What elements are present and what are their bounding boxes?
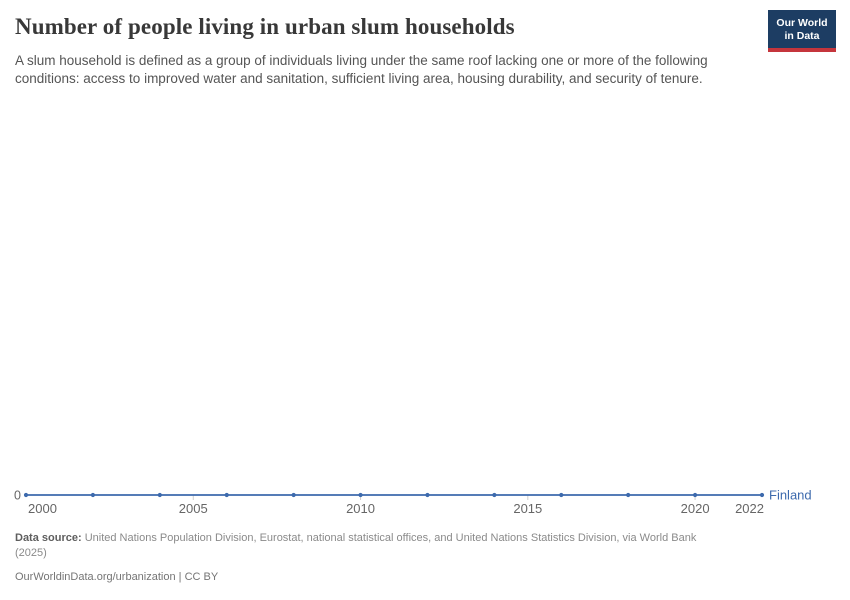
owid-logo-line2: in Data	[784, 30, 820, 42]
data-point[interactable]	[626, 492, 631, 498]
data-point[interactable]	[90, 492, 96, 498]
x-tick-label: 2022	[735, 501, 764, 516]
chart-subtitle: A slum household is defined as a group o…	[15, 53, 708, 87]
data-point[interactable]	[559, 492, 564, 498]
x-tick-label: 2005	[179, 501, 208, 516]
line-chart[interactable]: 2000 2005 2010 2015 2020 2022 0 Finland	[0, 440, 850, 520]
data-point[interactable]	[291, 492, 296, 498]
data-point[interactable]	[692, 492, 698, 498]
data-source-text: United Nations Population Division, Euro…	[84, 532, 697, 544]
y-tick-label: 0	[14, 489, 21, 503]
chart-footer: Data source: United Nations Population D…	[15, 531, 835, 584]
data-point[interactable]	[492, 492, 497, 498]
attribution-link[interactable]: OurWorldinData.org/urbanization | CC BY	[15, 571, 219, 583]
page-title: Number of people living in urban slum ho…	[15, 14, 515, 39]
x-tick-label: 2015	[513, 501, 542, 516]
data-source-label: Data source:	[15, 532, 82, 544]
data-point[interactable]	[425, 492, 430, 498]
data-source-year: (2025)	[15, 547, 47, 559]
owid-logo[interactable]: Our World in Data	[768, 10, 836, 52]
data-point[interactable]	[224, 492, 229, 498]
data-point[interactable]	[358, 492, 363, 498]
data-point[interactable]	[157, 492, 162, 498]
data-point[interactable]	[23, 492, 29, 498]
series-entity-label[interactable]: Finland	[769, 488, 812, 503]
owid-logo-line1: Our World	[776, 17, 828, 29]
x-tick-label: 2020	[681, 501, 710, 516]
x-tick-label: 2000	[28, 501, 57, 516]
x-tick-label: 2010	[346, 501, 375, 516]
data-point[interactable]	[759, 492, 765, 498]
data-source-line: Data source: United Nations Population D…	[15, 531, 835, 561]
